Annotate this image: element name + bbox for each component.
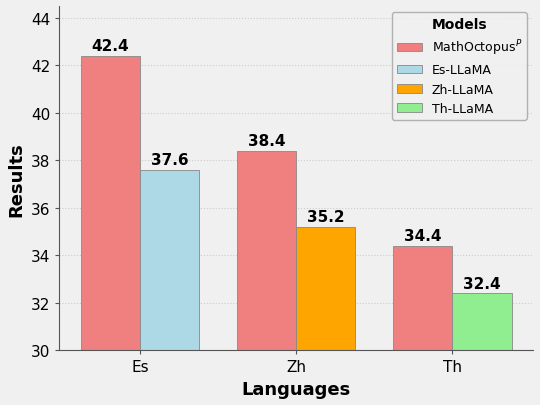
- Text: 38.4: 38.4: [248, 134, 285, 149]
- Bar: [237, 151, 296, 405]
- Text: 42.4: 42.4: [91, 39, 129, 54]
- Bar: [80, 57, 140, 405]
- Bar: [140, 171, 199, 405]
- Y-axis label: Results: Results: [7, 141, 25, 216]
- X-axis label: Languages: Languages: [241, 380, 350, 398]
- Text: 35.2: 35.2: [307, 209, 345, 224]
- Bar: [296, 227, 355, 405]
- Text: 34.4: 34.4: [404, 228, 441, 243]
- Text: 37.6: 37.6: [151, 153, 188, 168]
- Legend: MathOctopus$^P$, Es-LLaMA, Zh-LLaMA, Th-LLaMA: MathOctopus$^P$, Es-LLaMA, Zh-LLaMA, Th-…: [392, 13, 527, 121]
- Text: 32.4: 32.4: [463, 276, 501, 291]
- Bar: [393, 246, 452, 405]
- Bar: [452, 294, 511, 405]
